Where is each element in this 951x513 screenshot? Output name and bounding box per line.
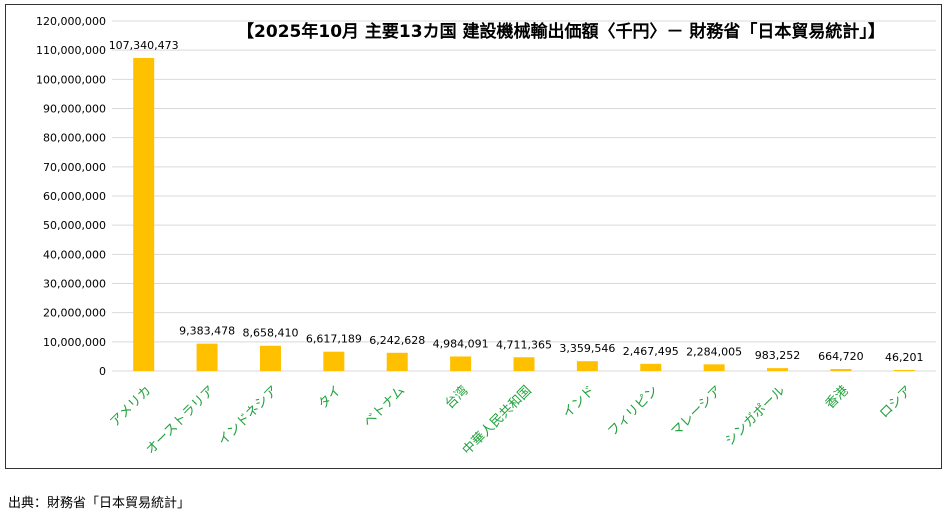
bar-10 bbox=[767, 368, 789, 371]
bar-12 bbox=[893, 370, 915, 371]
data-label: 8,658,410 bbox=[242, 327, 298, 340]
bar-9 bbox=[703, 364, 725, 371]
category-label: フィリピン bbox=[605, 383, 661, 439]
category-label: 香港 bbox=[823, 383, 852, 412]
bar-8 bbox=[640, 363, 662, 371]
bar-3 bbox=[323, 351, 345, 371]
data-label: 983,252 bbox=[755, 349, 801, 362]
y-tick-label: 50,000,000 bbox=[43, 219, 106, 232]
y-tick-label: 10,000,000 bbox=[43, 336, 106, 349]
y-tick-label: 60,000,000 bbox=[43, 190, 106, 203]
category-label: ロシア bbox=[877, 383, 915, 421]
y-tick-label: 110,000,000 bbox=[36, 44, 106, 57]
data-label: 4,984,091 bbox=[433, 337, 489, 350]
y-tick-label: 0 bbox=[99, 365, 106, 378]
category-label: 中華人民共和国 bbox=[460, 383, 535, 458]
chart-frame: 0 10,000,000 20,000,000 30,000,000 40,000,00… bbox=[5, 4, 942, 469]
data-label: 9,383,478 bbox=[179, 325, 235, 338]
data-label: 3,359,546 bbox=[559, 342, 615, 355]
y-tick-label: 100,000,000 bbox=[36, 73, 106, 86]
y-tick-label: 120,000,000 bbox=[36, 15, 106, 28]
category-label: 台湾 bbox=[442, 383, 472, 413]
bar-11 bbox=[830, 369, 852, 371]
category-label: インド bbox=[560, 383, 598, 421]
source-note: 出典：財務省「日本貿易統計」 bbox=[8, 496, 191, 511]
category-label: ベトナム bbox=[361, 383, 408, 430]
y-tick-label: 40,000,000 bbox=[43, 248, 106, 261]
bar-5 bbox=[450, 356, 472, 371]
y-tick-label: 30,000,000 bbox=[43, 278, 106, 291]
category-label: タイ bbox=[316, 383, 345, 412]
category-label: アメリカ bbox=[108, 383, 155, 430]
data-label: 46,201 bbox=[885, 351, 924, 364]
data-label: 6,242,628 bbox=[369, 334, 425, 347]
bar-0 bbox=[133, 57, 155, 372]
bar-1 bbox=[196, 343, 218, 371]
y-tick-label: 70,000,000 bbox=[43, 161, 106, 174]
data-label: 4,711,365 bbox=[496, 338, 552, 351]
category-label: シンガポール bbox=[723, 383, 789, 449]
chart-title: 【2025年10月 主要13カ国 建設機械輸出価額〈千円〉－ 財務省「日本貿易統… bbox=[237, 21, 885, 42]
bar-6 bbox=[513, 357, 535, 371]
data-label: 2,284,005 bbox=[686, 345, 742, 358]
y-tick-label: 80,000,000 bbox=[43, 132, 106, 145]
y-tick-label: 90,000,000 bbox=[43, 103, 106, 116]
data-label: 6,617,189 bbox=[306, 333, 362, 346]
bar-7 bbox=[576, 361, 598, 371]
category-label: オーストラリア bbox=[143, 383, 218, 458]
bar-chart: 0 10,000,000 20,000,000 30,000,000 40,000,00… bbox=[36, 15, 936, 458]
bar-4 bbox=[386, 352, 408, 371]
data-label: 2,467,495 bbox=[623, 345, 679, 358]
category-label: マレーシア bbox=[669, 383, 725, 439]
data-label: 107,340,473 bbox=[109, 39, 179, 52]
y-tick-label: 20,000,000 bbox=[43, 307, 106, 320]
data-label: 664,720 bbox=[818, 350, 864, 363]
category-label: インドネシア bbox=[216, 383, 282, 449]
bar-2 bbox=[259, 345, 281, 371]
